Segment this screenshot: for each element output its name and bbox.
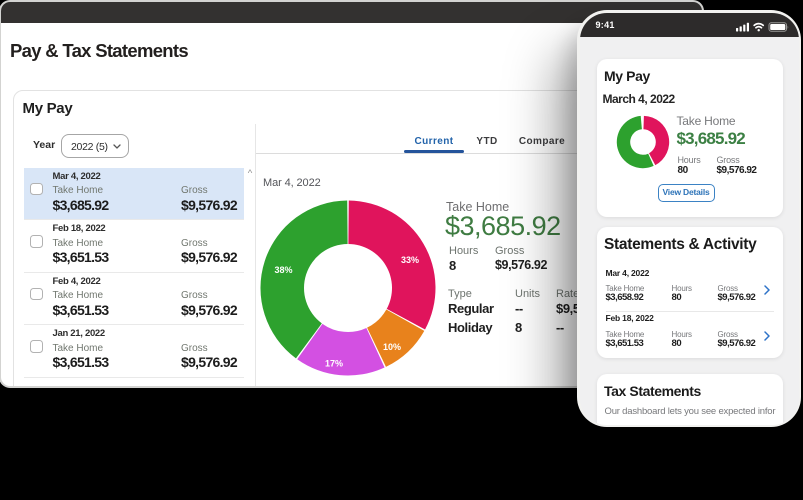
svg-text:10%: 10% bbox=[383, 342, 401, 352]
svg-text:17%: 17% bbox=[325, 359, 343, 369]
svg-text:33%: 33% bbox=[401, 255, 419, 265]
svg-text:38%: 38% bbox=[274, 265, 292, 275]
